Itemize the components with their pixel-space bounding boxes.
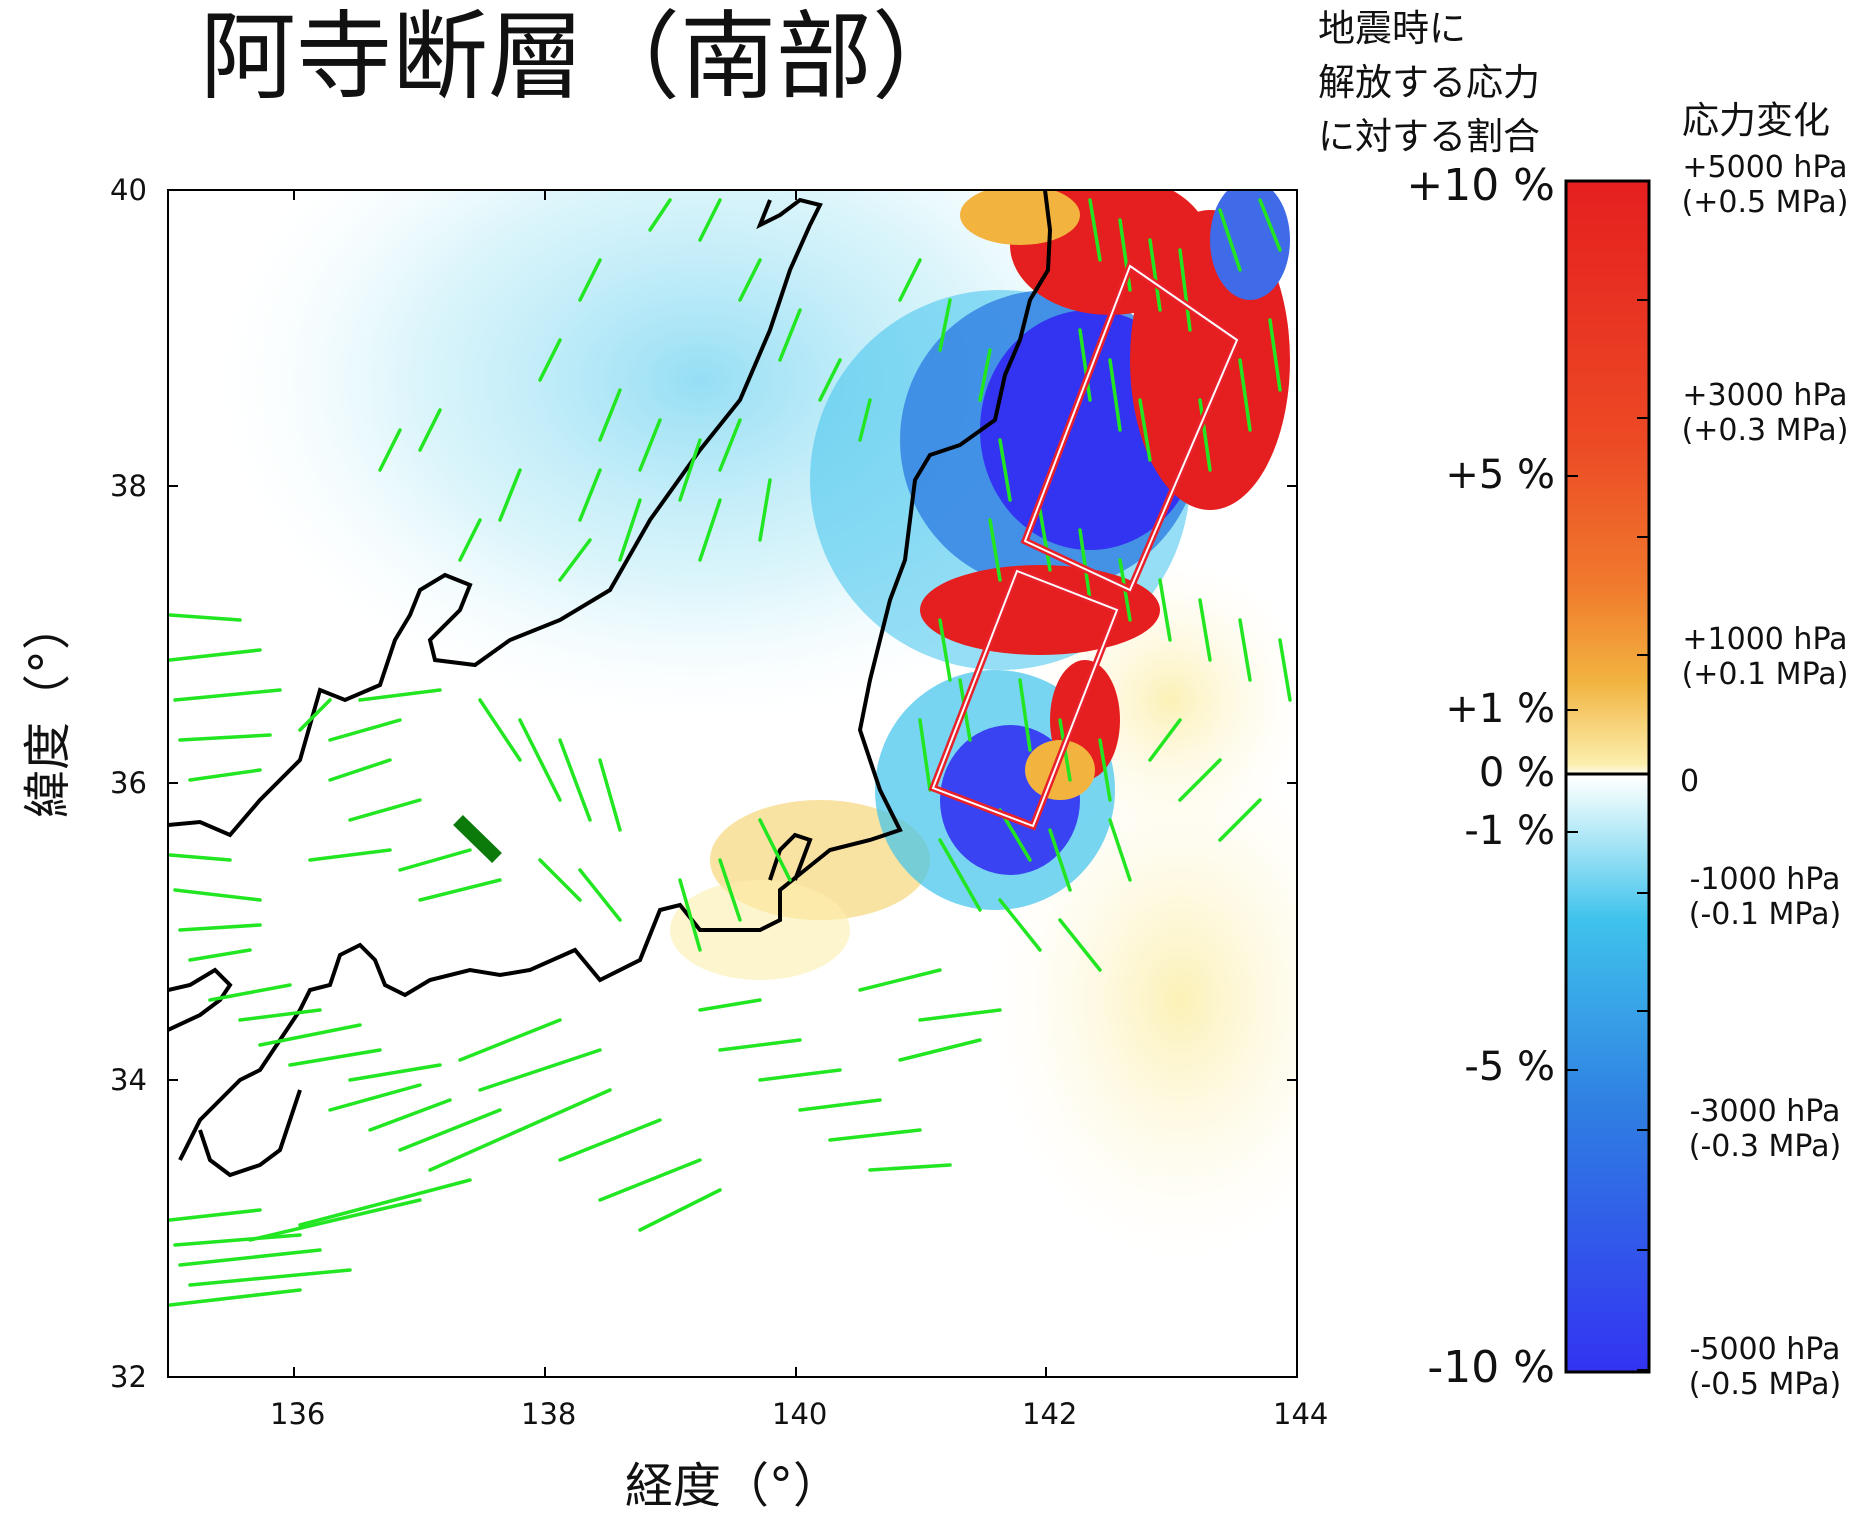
colorbar-stress-label: -5000 hPa (-0.5 MPa) — [1688, 1332, 1842, 1402]
y-axis-title: 緯度（°） — [20, 601, 76, 818]
map-title: 阿寺断層（南部） — [200, 1, 968, 113]
colorbar-stress-label: -1000 hPa (-0.1 MPa) — [1688, 862, 1842, 932]
x-tick-label: 140 — [772, 1397, 828, 1431]
y-tick-label: 36 — [110, 766, 147, 800]
source-fault-outlines — [928, 260, 1242, 831]
plot-frame — [167, 189, 1298, 1378]
x-tick-label: 138 — [521, 1397, 577, 1431]
colorbar-stress-label: -3000 hPa (-0.3 MPa) — [1688, 1094, 1842, 1164]
y-tick-label: 38 — [110, 469, 147, 503]
x-tick-label: 144 — [1273, 1397, 1329, 1431]
colorbar — [1564, 179, 1651, 1374]
colorbar-percent-header: 地震時に 解放する応力 に対する割合 — [1318, 7, 1540, 158]
coastline — [168, 190, 1053, 1178]
colorbar-percent-label: +1 % — [1445, 686, 1555, 732]
active-faults — [168, 198, 1292, 1307]
y-tick-label: 32 — [110, 1360, 147, 1394]
x-axis-title: 経度（°） — [625, 1458, 842, 1514]
colorbar-percent-label: +10 % — [1406, 160, 1555, 211]
colorbar-stress-label: 0 — [1680, 764, 1700, 799]
colorbar-percent-label: -5 % — [1464, 1044, 1555, 1090]
y-tick-label: 40 — [110, 173, 147, 207]
receiver-fault — [453, 814, 502, 864]
x-tick-label: 142 — [1022, 1397, 1078, 1431]
colorbar-percent-label: -10 % — [1427, 1342, 1555, 1393]
colorbar-stress-header: 応力変化 — [1682, 99, 1830, 142]
colorbar-percent-label: 0 % — [1478, 750, 1555, 796]
colorbar-stress-label: +1000 hPa (+0.1 MPa) — [1681, 622, 1849, 692]
x-tick-label: 136 — [270, 1397, 326, 1431]
colorbar-stress-label: +5000 hPa (+0.5 MPa) — [1681, 150, 1849, 220]
y-tick-label: 34 — [110, 1063, 147, 1097]
stress-field — [168, 190, 1297, 1377]
colorbar-stress-label: +3000 hPa (+0.3 MPa) — [1681, 378, 1849, 448]
colorbar-percent-label: +5 % — [1445, 452, 1555, 498]
colorbar-percent-label: -1 % — [1464, 808, 1555, 854]
